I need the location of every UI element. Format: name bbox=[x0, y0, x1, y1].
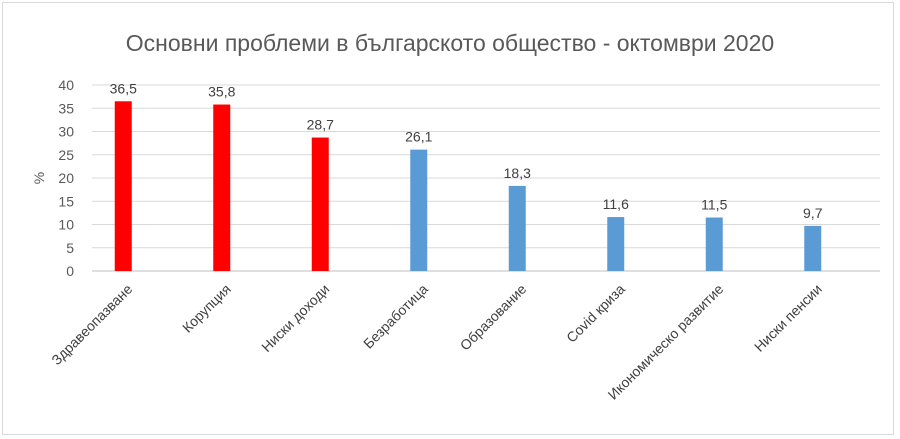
chart-title: Основни проблеми в българското общество … bbox=[125, 30, 775, 56]
bar bbox=[311, 137, 329, 271]
y-tick-label: 5 bbox=[66, 240, 74, 256]
y-tick-label: 40 bbox=[58, 77, 74, 93]
chart-frame bbox=[2, 2, 894, 435]
data-label: 11,5 bbox=[701, 197, 727, 213]
bar bbox=[114, 101, 132, 272]
y-axis-label: % bbox=[31, 172, 47, 184]
bars bbox=[114, 101, 822, 272]
data-labels: 36,5 35,8 28,7 26,1 18,3 11,6 11,5 9,7 bbox=[110, 80, 823, 221]
data-label: 28,7 bbox=[307, 117, 334, 133]
category-label: Ниски пенсии bbox=[751, 281, 825, 355]
y-axis-ticks: 0 5 10 15 20 25 30 35 40 bbox=[58, 77, 74, 279]
bar bbox=[410, 149, 428, 271]
y-tick-label: 35 bbox=[58, 100, 74, 116]
y-tick-label: 30 bbox=[58, 124, 74, 140]
bar bbox=[508, 185, 526, 271]
bar bbox=[804, 225, 822, 271]
category-labels: Здравеопазване Корупция Ниски доходи Безраб… bbox=[48, 281, 825, 403]
y-tick-label: 20 bbox=[58, 170, 74, 186]
category-label: Здравеопазване bbox=[48, 281, 135, 368]
category-label: Covid криза bbox=[563, 281, 628, 346]
data-label: 9,7 bbox=[803, 205, 823, 221]
gridlines bbox=[92, 84, 880, 272]
y-tick-label: 10 bbox=[58, 217, 74, 233]
y-tick-label: 25 bbox=[58, 147, 74, 163]
data-label: 35,8 bbox=[208, 84, 235, 100]
category-label: Образование bbox=[457, 281, 530, 354]
y-tick-label: 15 bbox=[58, 193, 74, 209]
bar bbox=[705, 217, 723, 271]
category-label: Икономическо развитие bbox=[605, 281, 727, 403]
y-tick-label: 0 bbox=[66, 263, 74, 279]
category-label: Ниски доходи bbox=[258, 281, 332, 355]
category-label: Корупция bbox=[179, 281, 234, 336]
bar bbox=[607, 217, 625, 271]
bar bbox=[213, 104, 231, 271]
data-label: 36,5 bbox=[110, 80, 137, 96]
data-label: 18,3 bbox=[504, 165, 531, 181]
category-label: Безработица bbox=[360, 281, 431, 352]
data-label: 26,1 bbox=[405, 129, 432, 145]
data-label: 11,6 bbox=[603, 196, 629, 212]
